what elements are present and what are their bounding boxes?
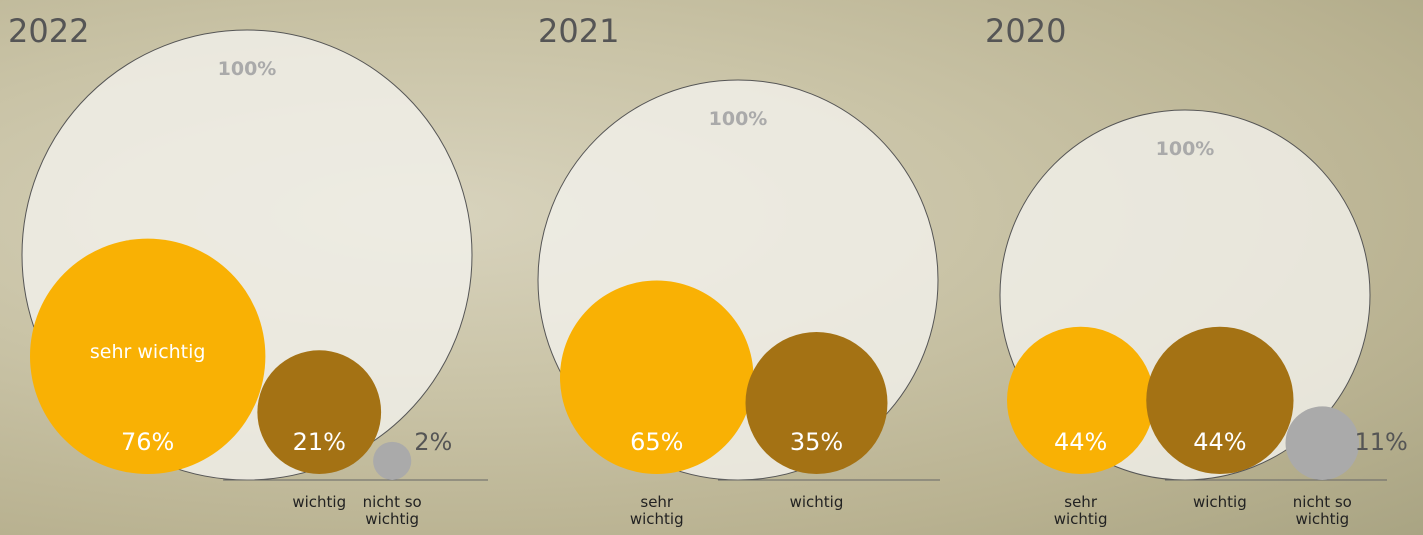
value-label: 76%	[121, 428, 174, 456]
value-label: 44%	[1054, 428, 1107, 456]
panel-title: 2021	[538, 12, 619, 50]
category-label: nicht so wichtig	[352, 494, 432, 528]
category-label: nicht so wichtig	[1282, 494, 1362, 528]
bubble	[1286, 406, 1360, 480]
value-label: 2%	[414, 428, 452, 456]
page: (() => { const data = JSON.parse(documen…	[0, 0, 1423, 535]
panel-title: 2020	[985, 12, 1066, 50]
total-label: 100%	[218, 58, 277, 80]
category-label: wichtig	[776, 494, 856, 511]
total-label: 100%	[1156, 138, 1215, 160]
total-label: 100%	[709, 108, 768, 130]
category-label: sehr wichtig	[78, 344, 218, 361]
category-label: wichtig	[1180, 494, 1260, 511]
value-label: 35%	[790, 428, 843, 456]
category-label: wichtig	[279, 494, 359, 511]
category-label: sehr wichtig	[1041, 494, 1121, 528]
bubble	[373, 442, 411, 480]
value-label: 21%	[293, 428, 346, 456]
panel-title: 2022	[8, 12, 89, 50]
value-label: 44%	[1193, 428, 1246, 456]
value-label: 11%	[1354, 428, 1407, 456]
value-label: 65%	[630, 428, 683, 456]
category-label: sehr wichtig	[617, 494, 697, 528]
